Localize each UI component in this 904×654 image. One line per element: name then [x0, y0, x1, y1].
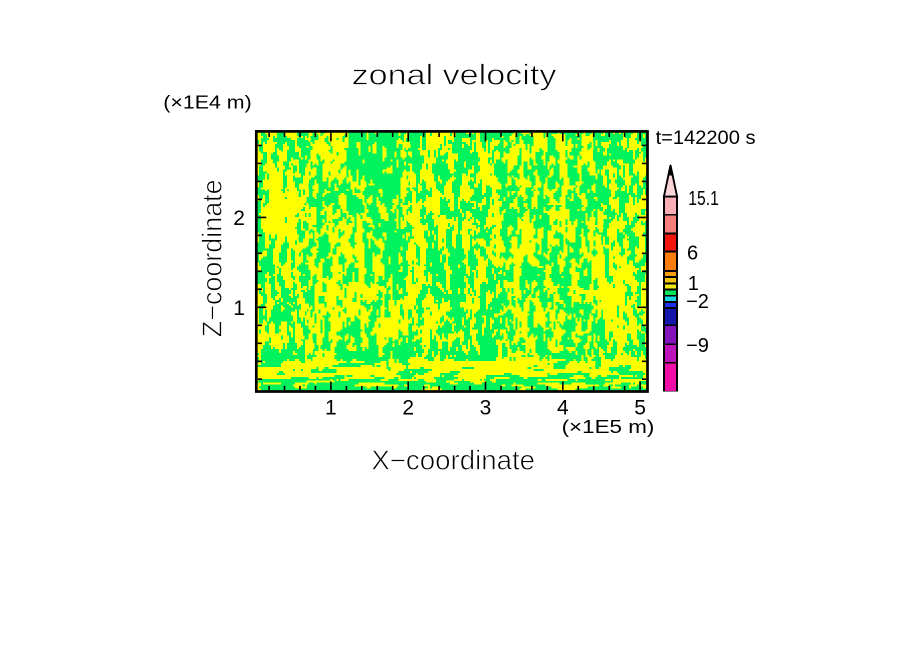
svg-text:Z−coordinate: Z−coordinate [197, 179, 228, 337]
svg-text:4: 4 [557, 397, 569, 420]
svg-text:1: 1 [233, 297, 245, 320]
svg-text:15.1: 15.1 [688, 188, 719, 210]
svg-text:X−coordinate: X−coordinate [371, 444, 535, 475]
svg-text:−9: −9 [686, 335, 709, 357]
svg-text:−2: −2 [686, 291, 709, 313]
svg-text:(×1E4 m): (×1E4 m) [163, 91, 251, 112]
svg-text:zonal velocity: zonal velocity [352, 59, 557, 91]
svg-text:3: 3 [480, 397, 492, 420]
svg-text:6: 6 [687, 242, 698, 264]
svg-text:1: 1 [688, 273, 699, 295]
svg-text:t=142200 s: t=142200 s [656, 128, 756, 149]
svg-text:2: 2 [402, 397, 414, 420]
svg-text:2: 2 [233, 207, 245, 230]
svg-text:5: 5 [634, 397, 646, 420]
svg-text:(×1E5 m): (×1E5 m) [562, 416, 655, 437]
svg-text:1: 1 [325, 397, 337, 420]
